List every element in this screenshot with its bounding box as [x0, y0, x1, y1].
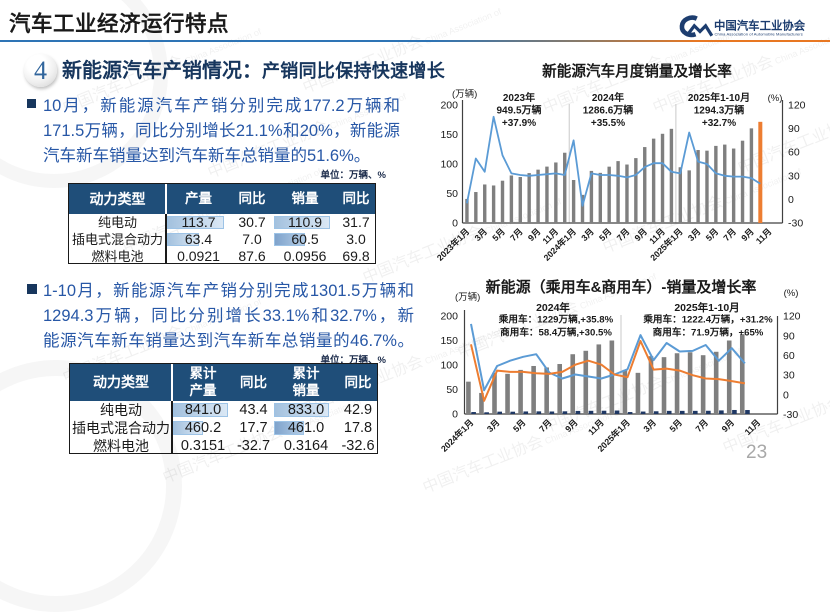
- svg-text:90: 90: [783, 330, 795, 342]
- svg-text:+35.5%: +35.5%: [591, 118, 625, 129]
- svg-text:乘用车：1222.4万辆，+31.2%: 乘用车：1222.4万辆，+31.2%: [642, 314, 773, 326]
- svg-text:30: 30: [788, 170, 800, 182]
- svg-text:3月: 3月: [579, 226, 596, 243]
- svg-text:5月: 5月: [597, 226, 614, 243]
- svg-text:-30: -30: [788, 218, 803, 230]
- svg-text:9月: 9月: [739, 226, 756, 243]
- svg-text:2025年1-10月: 2025年1-10月: [674, 301, 739, 314]
- svg-text:1286.6万辆: 1286.6万辆: [583, 104, 634, 117]
- svg-text:100: 100: [440, 159, 458, 171]
- svg-text:60: 60: [783, 350, 795, 362]
- svg-text:3月: 3月: [472, 226, 489, 243]
- svg-text:新能源汽车月度销量及增长率: 新能源汽车月度销量及增长率: [542, 62, 732, 80]
- svg-text:7月: 7月: [721, 226, 738, 243]
- svg-text:2024年: 2024年: [592, 91, 624, 104]
- svg-text:11月: 11月: [754, 226, 774, 246]
- svg-text:2023年1月: 2023年1月: [434, 226, 471, 263]
- svg-text:3月: 3月: [686, 226, 703, 243]
- svg-text:(%): (%): [768, 93, 783, 104]
- svg-text:(万辆): (万辆): [455, 291, 480, 303]
- svg-text:5月: 5月: [667, 417, 684, 434]
- svg-text:0: 0: [452, 409, 458, 421]
- svg-text:150: 150: [440, 335, 458, 347]
- svg-text:2025年1-10月: 2025年1-10月: [688, 91, 750, 104]
- svg-text:9月: 9月: [632, 226, 649, 243]
- svg-text:120: 120: [788, 99, 806, 111]
- svg-text:7月: 7月: [615, 226, 632, 243]
- svg-text:-30: -30: [783, 409, 798, 421]
- svg-text:7月: 7月: [693, 417, 710, 434]
- svg-text:23: 23: [746, 442, 767, 463]
- svg-text:新能源（乘用车&商用车）-销量及增长率: 新能源（乘用车&商用车）-销量及增长率: [486, 278, 757, 296]
- svg-text:9月: 9月: [720, 417, 737, 434]
- svg-text:11月: 11月: [743, 417, 763, 437]
- svg-text:9月: 9月: [526, 226, 543, 243]
- svg-text:200: 200: [440, 311, 458, 323]
- svg-text:3月: 3月: [641, 417, 658, 434]
- svg-text:0: 0: [788, 194, 794, 206]
- svg-text:China Association of Automobil: China Association of Automobile Manufact…: [715, 31, 803, 36]
- svg-text:50: 50: [446, 188, 458, 200]
- svg-text:中国汽车工业协会: 中国汽车工业协会: [714, 19, 806, 33]
- svg-text:150: 150: [440, 129, 458, 141]
- svg-text:200: 200: [440, 100, 458, 112]
- svg-text:120: 120: [783, 311, 801, 323]
- svg-text:50: 50: [446, 384, 458, 396]
- svg-text:100: 100: [440, 360, 458, 372]
- svg-text:+37.9%: +37.9%: [502, 118, 536, 129]
- svg-text:0: 0: [783, 389, 789, 401]
- svg-text:(%): (%): [784, 288, 799, 299]
- svg-text:商用车：71.9万辆，+65%: 商用车：71.9万辆，+65%: [653, 327, 764, 339]
- svg-text:11月: 11月: [586, 417, 606, 437]
- svg-text:5月: 5月: [704, 226, 721, 243]
- svg-text:7月: 7月: [508, 226, 525, 243]
- svg-text:3月: 3月: [485, 417, 502, 434]
- svg-text:乘用车：1229万辆,+35.8%: 乘用车：1229万辆,+35.8%: [498, 314, 614, 326]
- svg-text:2024年1月: 2024年1月: [438, 417, 475, 454]
- svg-text:0: 0: [452, 218, 458, 230]
- svg-text:商用车：58.4万辆,+30.5%: 商用车：58.4万辆,+30.5%: [500, 327, 612, 339]
- svg-text:7月: 7月: [537, 417, 554, 434]
- svg-text:+32.7%: +32.7%: [702, 118, 736, 129]
- svg-text:(万辆): (万辆): [452, 88, 477, 100]
- svg-text:2024年: 2024年: [536, 301, 570, 314]
- svg-text:949.5万辆: 949.5万辆: [496, 104, 541, 117]
- svg-text:60: 60: [788, 147, 800, 159]
- svg-text:9月: 9月: [563, 417, 580, 434]
- svg-text:30: 30: [783, 370, 795, 382]
- svg-text:2023年: 2023年: [503, 91, 535, 104]
- svg-text:5月: 5月: [490, 226, 507, 243]
- svg-text:90: 90: [788, 123, 800, 135]
- svg-text:1294.3万辆: 1294.3万辆: [694, 104, 745, 117]
- svg-text:5月: 5月: [511, 417, 528, 434]
